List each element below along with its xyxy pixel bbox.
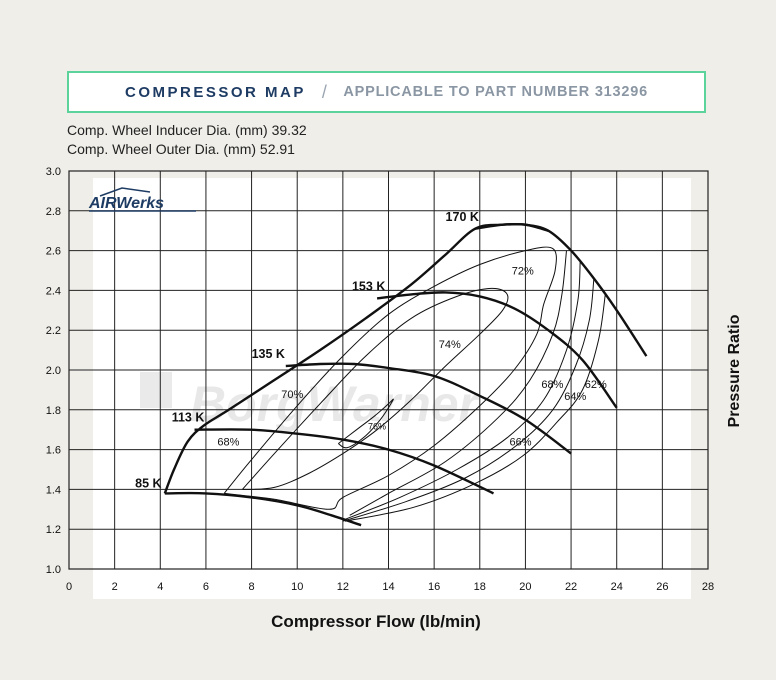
header-subtitle: APPLICABLE TO PART NUMBER 313296 bbox=[343, 84, 649, 100]
compressor-map-header: COMPRESSOR MAP / APPLICABLE TO PART NUMB… bbox=[67, 71, 706, 113]
x-tick-label: 28 bbox=[702, 581, 714, 593]
y-tick-label: 1.8 bbox=[46, 405, 61, 417]
efficiency-label: 62% bbox=[585, 379, 607, 391]
x-tick-label: 22 bbox=[565, 581, 577, 593]
efficiency-contour bbox=[242, 287, 509, 490]
x-tick-label: 18 bbox=[474, 581, 486, 593]
speed-line bbox=[194, 428, 495, 495]
efficiency-label: 72% bbox=[512, 265, 534, 277]
airwerks-logo: AIRWerks bbox=[88, 187, 196, 212]
y-tick-label: 2.2 bbox=[46, 325, 61, 337]
x-tick-label: 12 bbox=[337, 581, 349, 593]
y-axis-title: Pressure Ratio bbox=[726, 314, 743, 427]
x-tick-label: 6 bbox=[203, 581, 209, 593]
y-tick-label: 2.4 bbox=[46, 285, 61, 297]
speed-line bbox=[285, 362, 572, 455]
speed-line bbox=[475, 222, 648, 357]
y-tick-label: 1.0 bbox=[46, 564, 61, 576]
airwerks-logo-swoosh bbox=[99, 187, 151, 197]
y-tick-label: 1.6 bbox=[46, 445, 61, 457]
efficiency-label: 74% bbox=[439, 339, 461, 351]
x-tick-label: 24 bbox=[611, 581, 623, 593]
efficiency-contour bbox=[345, 294, 606, 522]
x-tick-label: 26 bbox=[656, 581, 668, 593]
x-tick-label: 14 bbox=[382, 581, 394, 593]
x-tick-label: 4 bbox=[157, 581, 163, 593]
plot-frame bbox=[68, 170, 709, 570]
y-tick-label: 1.4 bbox=[46, 484, 61, 496]
speed-line bbox=[164, 491, 362, 527]
efficiency-contour bbox=[223, 246, 557, 510]
efficiency-label: 64% bbox=[564, 391, 586, 403]
x-tick-label: 8 bbox=[249, 581, 255, 593]
y-tick-label: 2.0 bbox=[46, 365, 61, 377]
header-separator: / bbox=[321, 81, 328, 102]
efficiency-contour bbox=[342, 278, 595, 522]
x-tick-label: 16 bbox=[428, 581, 440, 593]
efficiency-label: 70% bbox=[281, 389, 303, 401]
efficiency-contour bbox=[349, 250, 567, 516]
y-tick-label: 3.0 bbox=[46, 166, 61, 178]
speed-line-label: 85 K bbox=[135, 476, 161, 490]
header-title: COMPRESSOR MAP bbox=[124, 83, 306, 101]
speed-line-label: 113 K bbox=[172, 411, 205, 425]
speed-line-label: 170 K bbox=[446, 210, 479, 224]
y-tick-label: 2.8 bbox=[46, 206, 61, 218]
x-tick-label: 10 bbox=[291, 581, 303, 593]
efficiency-label: 76% bbox=[368, 422, 386, 432]
speed-line-label: 153 K bbox=[352, 279, 385, 293]
y-tick-label: 2.6 bbox=[46, 246, 61, 258]
x-axis-title: Compressor Flow (lb/min) bbox=[271, 612, 481, 631]
speed-line-label: 135 K bbox=[252, 347, 285, 361]
watermark-text: BorgWarner bbox=[190, 376, 481, 432]
airwerks-logo-text: AIRWerks bbox=[88, 195, 164, 212]
x-tick-label: 0 bbox=[66, 581, 72, 593]
speed-line bbox=[376, 291, 618, 409]
y-tick-label: 1.2 bbox=[46, 524, 61, 536]
inducer-diameter-spec: Comp. Wheel Inducer Dia. (mm) 39.32 bbox=[67, 122, 307, 138]
watermark-emblem bbox=[140, 372, 172, 408]
x-tick-label: 2 bbox=[112, 581, 118, 593]
efficiency-contour bbox=[337, 398, 394, 449]
outer-diameter-spec: Comp. Wheel Outer Dia. (mm) 52.91 bbox=[67, 141, 295, 157]
x-tick-label: 20 bbox=[519, 581, 531, 593]
efficiency-label: 68% bbox=[217, 437, 239, 449]
